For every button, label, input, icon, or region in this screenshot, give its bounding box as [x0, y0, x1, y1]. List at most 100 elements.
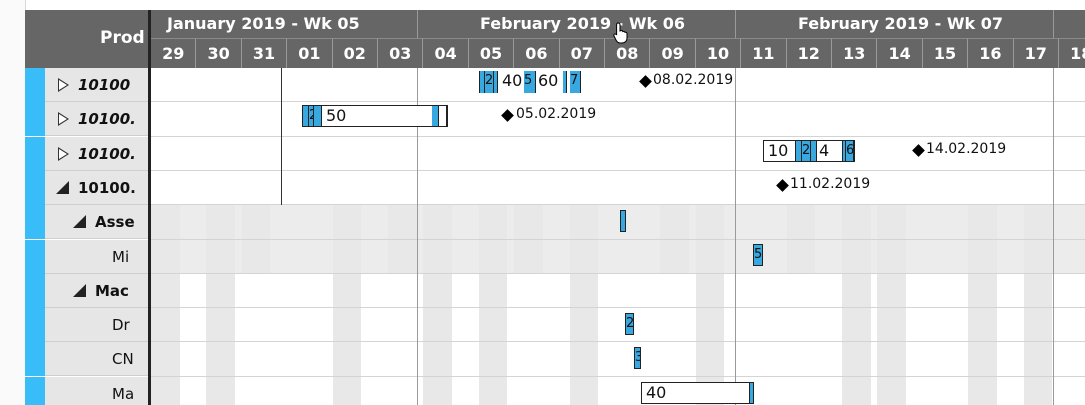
- non-working-time: [206, 239, 236, 274]
- non-working-time: [332, 239, 362, 274]
- gantt-chart: January 2019 - Wk 05 February 2019 - Wk …: [151, 10, 1085, 405]
- non-working-time: [478, 239, 508, 274]
- tree-row[interactable]: 10100.: [25, 170, 148, 205]
- tree-row[interactable]: Mac: [25, 273, 148, 308]
- tree-row-cell: CN: [45, 342, 148, 377]
- non-working-time: [842, 273, 871, 309]
- expand-right-icon[interactable]: [58, 78, 69, 92]
- non-working-time: [478, 308, 508, 343]
- row-gridline: [151, 101, 1085, 103]
- milestone-diamond-icon[interactable]: [912, 144, 925, 157]
- task-quantity: 40: [502, 71, 523, 90]
- non-working-time: [423, 205, 453, 240]
- tree-column-header[interactable]: Prod: [25, 10, 148, 68]
- tree-row[interactable]: Dr: [25, 308, 148, 343]
- tree-row[interactable]: 10100.: [25, 102, 148, 137]
- non-working-time: [423, 273, 453, 309]
- non-working-time: [569, 308, 599, 343]
- row-gridline: [151, 341, 1085, 343]
- non-working-time: [388, 239, 417, 274]
- tree-row[interactable]: 10100: [25, 68, 148, 102]
- task-bar[interactable]: [620, 210, 626, 232]
- row-gridline: [151, 238, 1085, 240]
- non-working-time: [206, 342, 236, 377]
- tree-row-cell: 10100.: [45, 102, 148, 137]
- week-header-wk05: January 2019 - Wk 05: [151, 10, 418, 38]
- day-header-cell: 15: [922, 38, 969, 68]
- task-segment: 3: [635, 348, 640, 368]
- non-working-time: [786, 205, 816, 240]
- tree-row[interactable]: Ma: [25, 376, 148, 405]
- day-header-cell: 14: [877, 38, 923, 68]
- milestone-date: 11.02.2019: [790, 176, 871, 192]
- task-bar[interactable]: 5: [753, 244, 763, 266]
- time-gridline: [417, 68, 418, 405]
- non-working-time: [1023, 342, 1053, 377]
- task-bar[interactable]: 40: [641, 382, 754, 404]
- task-bar[interactable]: 2 40 5 60 7: [479, 71, 581, 93]
- non-working-time: [569, 342, 599, 377]
- row-status-strip: [25, 342, 45, 377]
- week-header-wk07: February 2019 - Wk 07: [736, 10, 1054, 38]
- day-header-cell: 10: [695, 38, 742, 68]
- non-working-time: [695, 273, 725, 309]
- non-working-time: [968, 273, 997, 309]
- non-working-time: [695, 205, 725, 240]
- task-quantity: 40: [646, 383, 667, 402]
- expand-right-icon[interactable]: [58, 146, 69, 161]
- tree-row[interactable]: 10100.: [25, 136, 148, 171]
- milestone-date: 05.02.2019: [516, 106, 597, 122]
- day-header-cell: 18: [1059, 38, 1085, 68]
- row-status-strip: [25, 239, 45, 274]
- non-working-time: [968, 239, 997, 274]
- expand-right-icon[interactable]: [58, 112, 69, 127]
- milestone-diamond-icon[interactable]: [501, 109, 514, 122]
- row-background: [151, 239, 1085, 274]
- task-segment: 2: [626, 314, 633, 334]
- day-header-cell: 08: [605, 38, 651, 68]
- tree-row-label: Dr: [112, 316, 130, 335]
- non-working-time: [151, 308, 180, 343]
- tree-row-label: CN: [112, 350, 134, 369]
- tree-row-cell: Mi: [45, 239, 148, 274]
- non-working-time: [1023, 239, 1053, 274]
- non-working-time: [241, 205, 271, 240]
- non-working-time: [1023, 273, 1053, 309]
- tree-row[interactable]: Mi: [25, 239, 148, 274]
- milestone-date: 08.02.2019: [653, 72, 734, 88]
- task-bar[interactable]: 10 2 4 6: [763, 140, 855, 162]
- non-working-time: [241, 239, 271, 274]
- non-working-time: [877, 308, 907, 343]
- collapse-down-icon[interactable]: [73, 215, 86, 229]
- day-header-cell: 03: [378, 38, 424, 68]
- milestone-diamond-icon[interactable]: [776, 179, 789, 192]
- task-bar[interactable]: 2: [625, 313, 634, 335]
- tree-row-label: Mac: [95, 281, 129, 300]
- task-segment: 2: [485, 71, 494, 93]
- non-working-time: [423, 376, 453, 405]
- non-working-time: [514, 239, 543, 274]
- gantt-body: 2 40 5 60 7 08.02.2019 2 50 05.02.2019 1…: [151, 68, 1085, 405]
- task-bar[interactable]: 2 50: [302, 105, 448, 127]
- time-gridline: [1053, 68, 1054, 405]
- tree-row-cell: 10100: [45, 68, 148, 102]
- collapse-down-icon[interactable]: [73, 283, 86, 297]
- non-working-time: [660, 205, 690, 240]
- task-bar[interactable]: 3: [634, 347, 641, 369]
- non-working-time: [842, 342, 871, 377]
- non-working-time: [151, 376, 180, 405]
- day-header-cell: 31: [241, 38, 288, 68]
- tree-row[interactable]: CN: [25, 342, 148, 377]
- row-gridline: [151, 375, 1085, 377]
- tree-row[interactable]: Asse: [25, 205, 148, 240]
- non-working-time: [695, 342, 725, 377]
- milestone-diamond-icon[interactable]: [639, 75, 652, 88]
- task-quantity: 60: [538, 71, 559, 90]
- task-quantity: 50: [326, 106, 347, 125]
- collapse-down-icon[interactable]: [56, 180, 69, 194]
- pane-splitter[interactable]: [148, 10, 151, 405]
- tree-row-label: Mi: [112, 247, 130, 266]
- non-working-time: [1023, 205, 1053, 240]
- tree-row-label: Asse: [95, 213, 135, 232]
- tree-grid: Prod 10100 10100. 10100. 10100. Asse Mi Mac Dr C…: [25, 10, 148, 405]
